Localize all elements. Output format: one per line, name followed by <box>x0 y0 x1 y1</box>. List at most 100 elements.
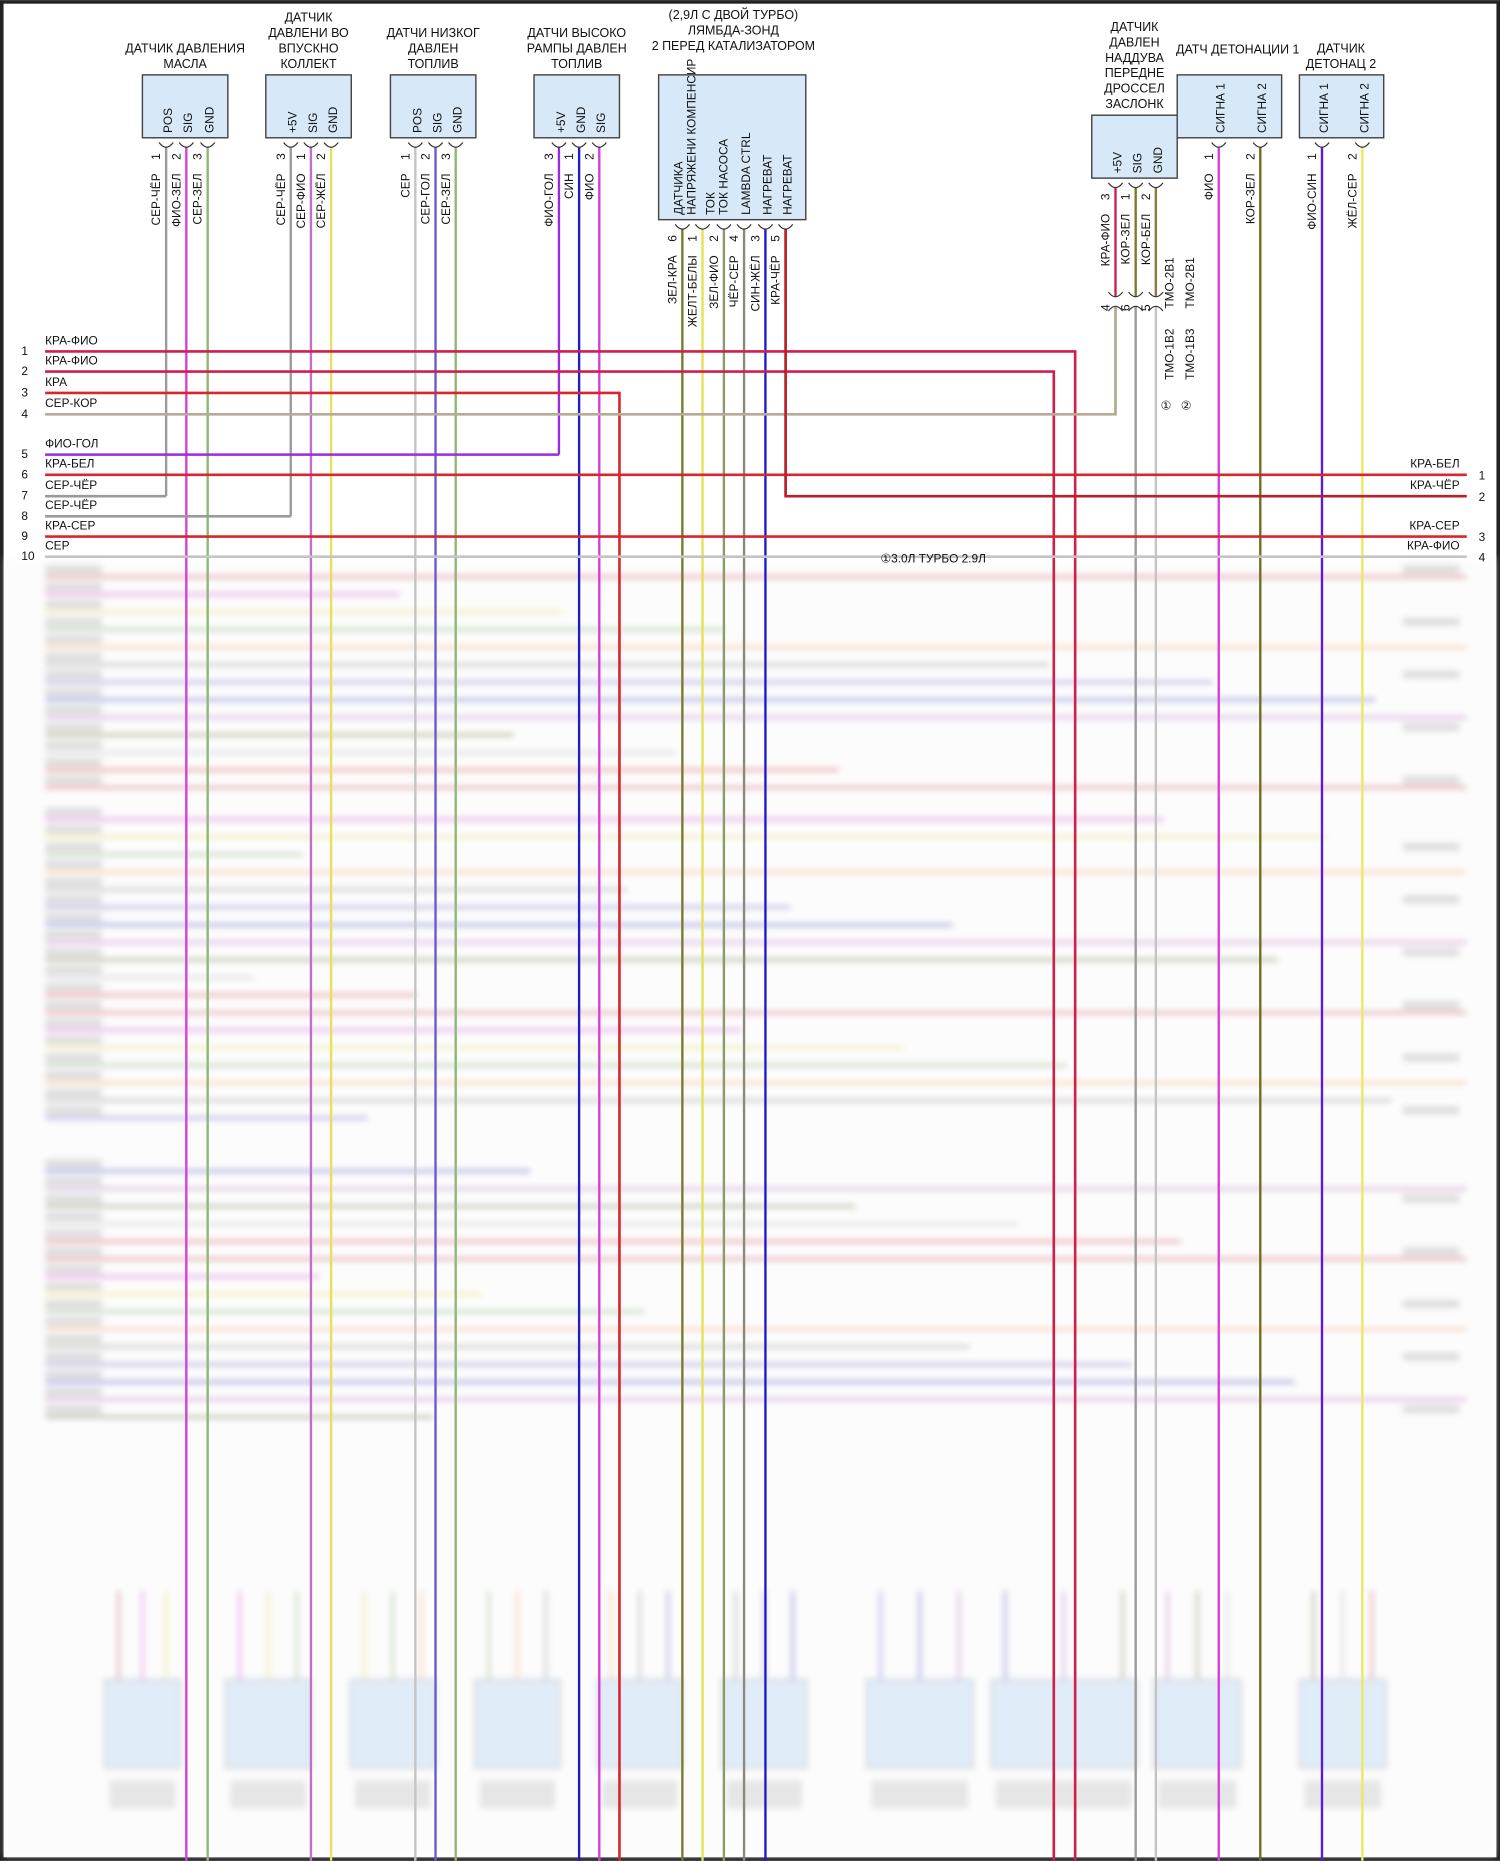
pin-number: 6 <box>1119 304 1133 311</box>
blurred-label <box>1402 1000 1460 1010</box>
wire-color-label: СИН <box>562 173 576 199</box>
pin-number: 1 <box>149 153 163 160</box>
wire-color-label: КРА-ФИО <box>1099 214 1113 267</box>
blurred-label <box>45 582 103 591</box>
pin-function-label: SIG <box>306 113 320 133</box>
blurred-label <box>45 1159 103 1168</box>
note-marker: ① <box>1161 399 1172 413</box>
row-wire-label: КРА-СЕР <box>1409 518 1459 532</box>
pin-terminal <box>674 224 690 230</box>
connector-body <box>657 74 807 221</box>
blurred-label <box>45 617 103 626</box>
connector-title: ДАВЛЕН <box>1109 35 1159 49</box>
harness-rows: 1 КРА-ФИО 2 КРА-ФИО 3 КРА 4 СЕР-КОР 5 ФИО-ГОЛ 6 КРА… <box>21 333 1485 564</box>
connector-title: ДАТЧ ДЕТОНАЦИИ 1 <box>1176 43 1299 57</box>
pin-function-label: POS <box>410 108 424 133</box>
blurred-label <box>1402 948 1460 957</box>
connector-title: ДРОССЕЛ <box>1104 82 1165 96</box>
splice-label: ТМО-1В2 <box>1163 328 1177 379</box>
pin-function-label: +5V <box>286 112 300 134</box>
blurred-label <box>1402 842 1460 851</box>
blurred-label <box>1402 1106 1460 1115</box>
row-wire-label: ФИО-ГОЛ <box>45 437 98 451</box>
pin-number: 6 <box>665 235 679 242</box>
blurred-label <box>1402 1247 1460 1256</box>
pin-terminal <box>1128 182 1144 189</box>
pin-terminal <box>1107 291 1124 298</box>
pin-function-label: POS <box>161 108 175 133</box>
wire-color-label: ЖЕЛТ-БЕЛЫ <box>686 255 700 327</box>
row-number: 8 <box>21 509 28 523</box>
blurred-label <box>1402 564 1460 574</box>
wire-color-label: СЕР <box>398 173 412 197</box>
pin-number: 3 <box>542 153 556 160</box>
row-number: 2 <box>1479 490 1486 504</box>
row-number: 1 <box>1479 469 1486 483</box>
pin-number: 2 <box>1345 153 1359 160</box>
pin-number: 1 <box>294 153 308 160</box>
connector-body <box>389 74 477 139</box>
pin-terminal <box>551 142 567 148</box>
connector-body <box>265 74 352 139</box>
blurred-label <box>45 930 103 939</box>
connector-title: ДАТЧИК ДАВЛЕНИЯ <box>125 41 245 55</box>
wire-color-label: ФИО-СИН <box>1305 173 1319 229</box>
harness-wire <box>45 370 1056 1861</box>
blurred-label <box>45 1352 103 1361</box>
connector-body <box>141 74 229 139</box>
pin-terminal <box>200 142 216 148</box>
pin-number: 4 <box>727 235 741 242</box>
blurred-connector <box>349 1678 437 1769</box>
row-number: 5 <box>21 447 28 461</box>
blurred-connector <box>865 1678 974 1769</box>
blurred-label <box>1402 1352 1460 1361</box>
blurred-label <box>45 1176 103 1186</box>
pin-terminal <box>571 142 587 148</box>
blurred-label <box>45 842 103 851</box>
row-number: 1 <box>21 344 28 358</box>
row-wire-label: КРА-ФИО <box>45 333 98 347</box>
blurred-connector <box>596 1678 683 1769</box>
pin-terminal <box>178 142 194 148</box>
wire-color-label: КОР-ЗЕЛ <box>1119 214 1133 265</box>
pin-number: 3 <box>274 153 288 160</box>
blurred-label <box>45 600 103 609</box>
connector-title: ТОПЛИВ <box>408 57 459 71</box>
blurred-label <box>45 877 103 887</box>
blurred-label <box>45 1299 103 1309</box>
pin-terminal <box>407 142 423 148</box>
connector-title: ДЕТОНАЦ 2 <box>1306 57 1376 71</box>
pin-number: 2 <box>582 153 596 160</box>
pin-terminal <box>1354 142 1370 148</box>
blurred-label <box>45 1035 103 1045</box>
blurred-label <box>45 1247 103 1256</box>
row-wire-label: КРА-БЕЛ <box>1410 457 1459 471</box>
pin-terminal <box>323 142 339 148</box>
row-number: 6 <box>21 467 28 481</box>
blurred-label <box>45 1106 103 1115</box>
row-wire-label: КРА-БЕЛ <box>45 457 94 471</box>
note-marker: ② <box>1181 399 1192 413</box>
wire-color-label: СЕР-ЗЕЛ <box>191 173 205 224</box>
wire-color-label: ЧЁР-СЕР <box>727 255 741 307</box>
connector-title: МАСЛА <box>163 57 207 71</box>
blurred-label <box>1402 895 1460 904</box>
connector-title: ТОПЛИВ <box>551 57 602 71</box>
pin-terminal <box>1107 305 1124 312</box>
pin-terminal <box>694 224 711 230</box>
pin-number: 5 <box>1139 304 1153 311</box>
connector-title: ДАТЧИК <box>1317 41 1366 55</box>
harness-wire <box>784 229 1467 498</box>
connector-title: ДАТЧИК <box>285 10 334 24</box>
pin-terminal <box>716 224 732 230</box>
blurred-connector-label <box>354 1780 431 1809</box>
pin-function-label: GND <box>326 107 340 133</box>
blurred-connector <box>1152 1678 1242 1769</box>
blurred-label <box>45 705 103 714</box>
blurred-label <box>45 1018 103 1027</box>
wire-color-label: ЗЕЛ-КРА <box>665 255 679 304</box>
pin-function-label: LAMBDA CTRL <box>739 132 753 215</box>
blurred-label <box>45 1264 103 1273</box>
